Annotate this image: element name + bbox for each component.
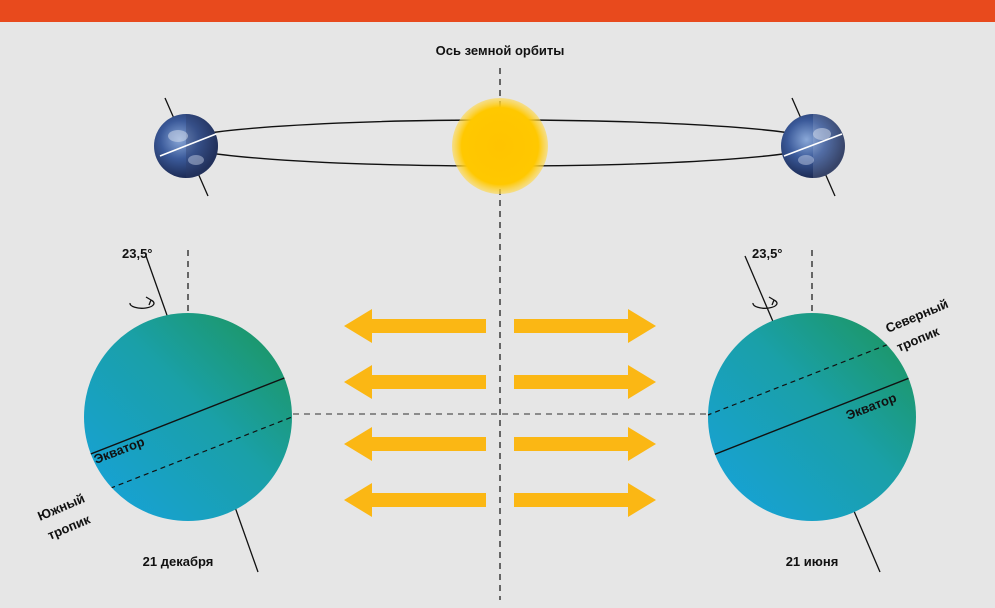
sunlight-arrow-icon [514,483,656,517]
earth-icon [781,97,845,197]
tilt-angle-label-right: 23,5° [752,246,783,261]
sunlight-arrow-icon [344,365,486,399]
rotation-arrow-icon [752,299,778,309]
tilt-angle-label-left: 23,5° [122,246,153,261]
header-bar [0,0,995,22]
earth-icon [154,97,218,197]
sunlight-arrow-icon [344,427,486,461]
orbit-axis-title: Ось земной орбиты [436,43,565,58]
sunlight-arrows [344,309,656,517]
date-label-june: 21 июня [786,554,839,569]
date-label-december: 21 декабря [143,554,214,569]
sun-icon [452,98,548,194]
sunlight-arrow-icon [514,309,656,343]
globe-june [708,250,916,573]
sunlight-arrow-icon [514,427,656,461]
sunlight-arrow-icon [344,483,486,517]
sunlight-arrow-icon [344,309,486,343]
rotation-arrow-icon [129,299,155,309]
sunlight-arrow-icon [514,365,656,399]
